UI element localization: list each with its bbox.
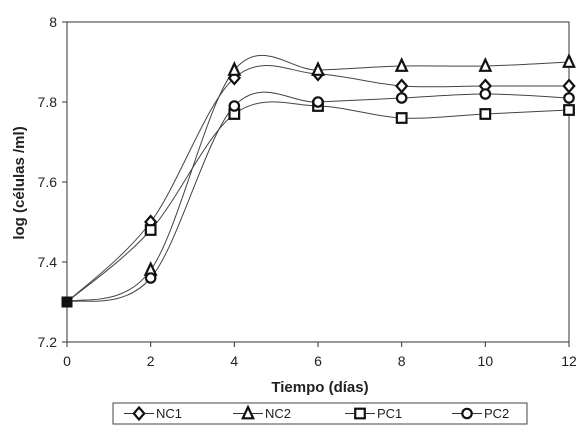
data-point-pc1	[563, 104, 575, 116]
legend-label-nc2: NC2	[265, 406, 291, 421]
data-point-pc2	[144, 272, 157, 284]
data-point-pc1	[144, 224, 157, 236]
data-point-nc2	[311, 60, 325, 76]
y-tick-label: 7.8	[38, 94, 58, 110]
data-point-nc2	[227, 60, 242, 76]
data-point-pc2	[479, 88, 492, 100]
series-line-nc2	[66, 54, 570, 303]
legend-marker-nc1	[132, 405, 146, 422]
data-point-pc2	[312, 96, 324, 108]
x-tick-label: 12	[561, 353, 577, 369]
data-point-pc2	[563, 92, 575, 104]
data-point-nc1	[562, 78, 576, 94]
x-axis-title: Tiempo (días)	[271, 379, 368, 396]
legend-marker-nc2	[241, 404, 255, 420]
data-point-pc2	[228, 100, 241, 112]
data-point-nc2	[562, 52, 576, 68]
data-point-nc1	[395, 78, 409, 94]
legend-marker-pc1	[354, 407, 366, 420]
data-point-pc1	[395, 112, 408, 124]
x-tick-label: 2	[147, 353, 155, 369]
x-tick-label: 0	[63, 353, 71, 369]
data-point-pc1	[479, 108, 492, 120]
data-point-nc2	[394, 56, 409, 72]
x-tick-label: 8	[398, 353, 406, 369]
y-tick-label: 7.2	[38, 334, 58, 350]
y-tick-label: 7.6	[38, 174, 58, 190]
x-tick-label: 10	[478, 353, 494, 369]
legend-box	[112, 402, 528, 425]
legend-label-pc2: PC2	[484, 406, 509, 421]
legend: NC1 NC2 PC1 PC2	[112, 402, 528, 425]
legend-label-nc1: NC1	[156, 406, 182, 421]
data-point-pc2	[395, 92, 408, 104]
legend-label-pc1: PC1	[377, 406, 402, 421]
series-line-pc1	[66, 101, 570, 303]
legend-marker-pc2	[461, 407, 473, 420]
data-point-nc2	[478, 56, 493, 72]
y-tick-label: 8	[49, 14, 57, 30]
y-tick-label: 7.4	[38, 254, 58, 270]
x-tick-label: 6	[314, 353, 322, 369]
y-axis-title: log (células /ml)	[11, 126, 28, 239]
x-tick-label: 4	[230, 353, 238, 369]
series-line-pc2	[66, 91, 570, 303]
data-point-pc2	[61, 296, 73, 308]
